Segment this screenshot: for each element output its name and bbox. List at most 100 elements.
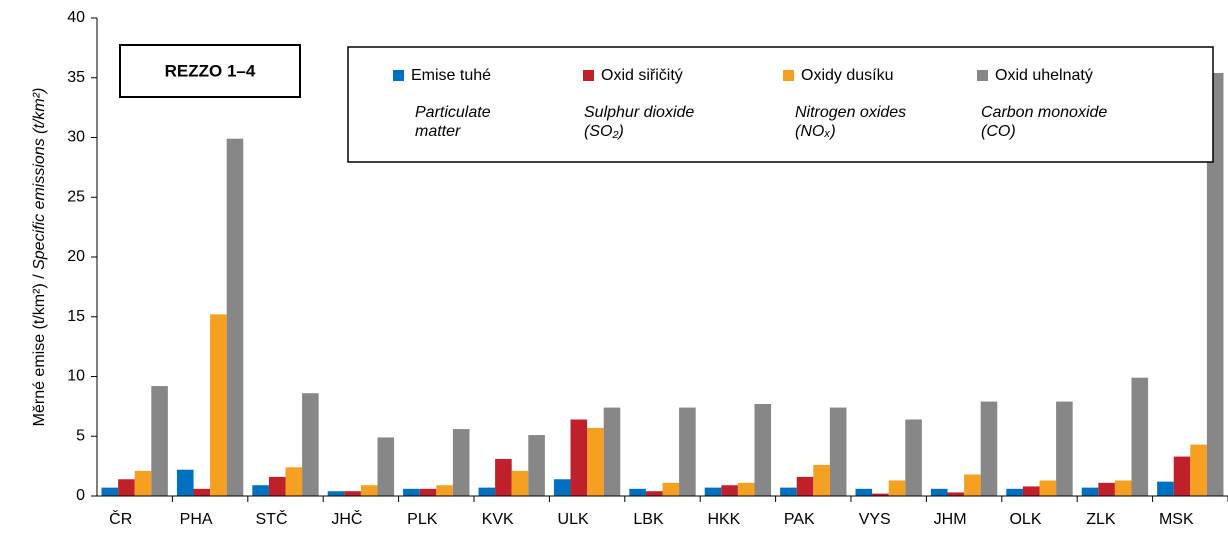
legend-swatch: [583, 70, 594, 81]
annotation-box: [119, 44, 301, 98]
bar: [1056, 401, 1073, 496]
legend-box: [347, 46, 1214, 163]
y-tick-label: 15: [67, 308, 85, 325]
x-tick-label: PLK: [407, 511, 438, 528]
legend-label-en: Sulphur dioxide: [584, 104, 694, 121]
y-axis-label: Měrné emise (t/km²) / Specific emissions…: [31, 88, 48, 427]
bar: [377, 437, 395, 496]
y-axis-label-en: Specific emissions (t/km²): [31, 88, 48, 270]
bar: [302, 393, 319, 496]
bar: [553, 479, 571, 496]
bar: [980, 401, 998, 496]
bar: [1173, 456, 1191, 496]
bar: [1114, 480, 1132, 496]
legend-label-en: (CO): [981, 123, 1016, 140]
bar: [662, 482, 680, 496]
legend-swatch: [977, 70, 988, 81]
x-tick-label: PAK: [784, 511, 815, 528]
bar: [344, 491, 361, 496]
bar: [226, 138, 244, 496]
bar: [947, 492, 965, 496]
bar: [679, 407, 696, 496]
bar: [419, 488, 437, 496]
x-tick-label: JHČ: [331, 509, 362, 528]
bar: [1022, 486, 1040, 496]
y-tick-label: 20: [67, 248, 85, 265]
bar: [796, 476, 814, 496]
bar: [888, 480, 906, 496]
bar: [1098, 482, 1115, 496]
y-tick-label: 30: [67, 129, 85, 146]
bar: [1157, 481, 1174, 496]
legend-label-en: (NOₓ): [795, 123, 836, 140]
y-tick-label: 35: [67, 69, 85, 86]
x-tick-label: ZLK: [1086, 511, 1116, 528]
bar: [436, 485, 453, 496]
bar: [151, 386, 168, 496]
legend-label-en: Carbon monoxide: [981, 104, 1107, 121]
y-tick-label: 40: [67, 9, 85, 26]
legend-label: Oxid siřičitý: [601, 67, 683, 84]
bar: [101, 487, 119, 496]
legend-label: Oxid uhelnatý: [995, 67, 1093, 84]
bar: [1206, 72, 1224, 496]
bar: [285, 467, 303, 496]
bar: [813, 464, 830, 496]
bar: [478, 487, 496, 496]
bar: [118, 479, 135, 496]
bar: [210, 314, 227, 496]
legend-swatch: [783, 70, 794, 81]
bar: [570, 419, 588, 496]
x-tick-label: ULK: [558, 511, 589, 528]
bar: [1039, 480, 1057, 496]
bar: [645, 491, 663, 496]
x-tick-label: ČR: [109, 509, 132, 528]
bar: [603, 407, 621, 496]
bar: [1006, 488, 1023, 496]
bar: [930, 488, 948, 496]
y-tick-label: 10: [67, 368, 85, 385]
legend-label-en: matter: [415, 123, 461, 140]
bar: [1131, 377, 1149, 496]
x-tick-label: MSK: [1159, 511, 1194, 528]
x-tick-label: JHM: [934, 511, 967, 528]
bar: [780, 487, 797, 496]
annotation: REZZO 1–4: [165, 61, 256, 80]
bar: [737, 482, 755, 496]
legend-swatch: [393, 70, 404, 81]
bar: [528, 435, 545, 496]
bar: [511, 470, 529, 496]
bar: [452, 429, 470, 496]
legend-label-en: (SO₂): [584, 123, 624, 140]
legend-label: Emise tuhé: [411, 67, 491, 84]
x-tick-label: KVK: [482, 511, 514, 528]
y-axis-label-cz: Měrné emise (t/km²) /: [31, 270, 48, 426]
bar: [754, 403, 772, 496]
bar: [855, 488, 873, 496]
y-tick-label: 0: [76, 487, 85, 504]
x-tick-label: PHA: [180, 511, 213, 528]
x-tick-label: OLK: [1009, 511, 1041, 528]
bar: [1190, 444, 1207, 496]
bar: [403, 488, 420, 496]
bar: [704, 487, 722, 496]
bar: [360, 485, 378, 496]
x-tick-label: STČ: [256, 509, 288, 528]
bar: [176, 469, 194, 496]
bar: [905, 419, 922, 496]
bar: [587, 427, 604, 496]
bar: [495, 458, 512, 496]
legend-label-en: Nitrogen oxides: [795, 104, 906, 121]
bar: [193, 488, 211, 496]
y-tick-label: 5: [76, 427, 85, 444]
bar: [872, 493, 889, 496]
legend-label: Oxidy dusíku: [801, 67, 893, 84]
bar: [721, 485, 738, 496]
bar: [829, 407, 847, 496]
y-tick-label: 25: [67, 188, 85, 205]
legend-label-en: Particulate: [415, 104, 491, 121]
x-tick-label: HKK: [707, 511, 740, 528]
bar: [964, 474, 981, 496]
bar: [327, 491, 345, 496]
